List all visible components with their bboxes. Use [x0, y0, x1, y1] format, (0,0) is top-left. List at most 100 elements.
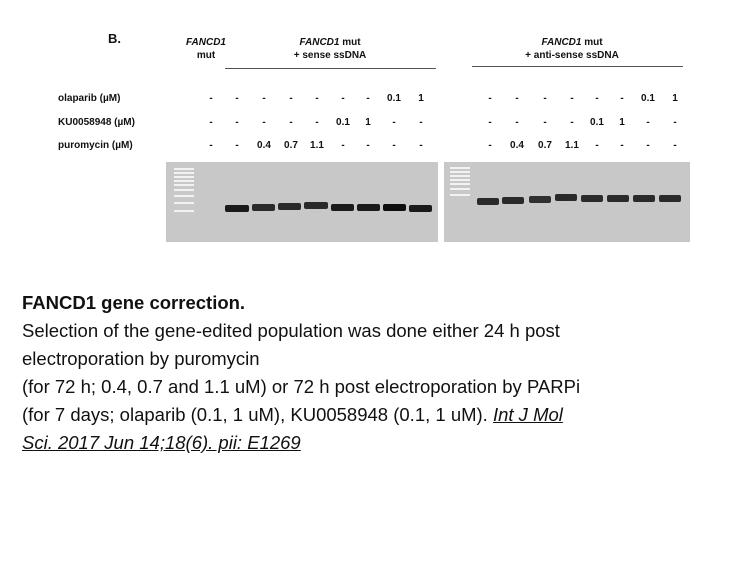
treatment-value: -	[392, 117, 396, 128]
dna-band	[409, 205, 432, 212]
caption-line: Sci. 2017 Jun 14;18(6). pii: E1269	[22, 429, 752, 457]
treatment-value: -	[488, 93, 492, 104]
treatment-value: -	[289, 117, 293, 128]
ladder-band	[450, 194, 470, 196]
ladder-band	[174, 168, 194, 170]
treatment-value: 0.1	[336, 117, 350, 128]
treatment-value: -	[366, 93, 370, 104]
treatment-value: -	[341, 93, 345, 104]
dna-band	[607, 195, 629, 202]
ladder-band	[174, 176, 194, 178]
gel-image-sense	[166, 162, 438, 242]
treatment-value: -	[235, 93, 239, 104]
treatment-value: -	[595, 140, 599, 151]
row-label-olaparib: olaparib (µM)	[58, 93, 121, 104]
ladder-band	[174, 189, 194, 191]
dna-band	[357, 204, 380, 211]
caption-line: (for 7 days; olaparib (0.1, 1 uM), KU005…	[22, 404, 563, 425]
treatment-value: 1	[418, 93, 424, 104]
caption-line: Selection of the gene-edited population …	[22, 320, 560, 341]
treatment-value: 0.7	[538, 140, 552, 151]
treatment-value: -	[341, 140, 345, 151]
treatment-value: -	[366, 140, 370, 151]
ladder-band	[174, 202, 194, 204]
treatment-value: -	[262, 117, 266, 128]
treatment-value: -	[315, 93, 319, 104]
treatment-value: -	[515, 93, 519, 104]
group-header-sense: FANCD1 mut + sense ssDNA	[293, 37, 367, 61]
treatment-value: -	[209, 140, 213, 151]
treatment-value: -	[570, 117, 574, 128]
dna-band	[477, 198, 499, 205]
dna-band	[555, 194, 577, 201]
treatment-value: 1	[365, 117, 371, 128]
ladder-band	[174, 172, 194, 174]
treatment-value: -	[646, 117, 650, 128]
treatment-value: -	[262, 93, 266, 104]
caption-title: FANCD1 gene correction.	[22, 292, 246, 313]
treatment-value: 1	[619, 117, 625, 128]
dna-band	[529, 196, 551, 203]
treatment-value: -	[673, 140, 677, 151]
citation-link[interactable]: Int J Mol	[492, 404, 563, 425]
treatment-value: -	[515, 117, 519, 128]
dna-band	[383, 204, 406, 211]
dna-band	[331, 204, 354, 211]
dna-band	[252, 204, 275, 211]
group-header-antisense: FANCD1 mut + anti-sense ssDNA	[525, 37, 619, 61]
group-divider-line	[472, 66, 683, 67]
dna-band	[659, 195, 681, 202]
caption-line: (for 72 h; 0.4, 0.7 and 1.1 uM) or 72 h …	[22, 376, 581, 397]
ladder-band	[450, 183, 470, 185]
treatment-value: 0.1	[590, 117, 604, 128]
treatment-value: -	[620, 93, 624, 104]
treatment-value: -	[488, 117, 492, 128]
dna-band	[225, 205, 249, 212]
panel-label: B.	[108, 31, 121, 46]
ladder-band	[450, 188, 470, 190]
dna-band	[278, 203, 301, 210]
treatment-value: -	[595, 93, 599, 104]
ladder-band	[450, 167, 470, 169]
treatment-value: -	[646, 140, 650, 151]
group-header-mut: FANCD1 mut	[185, 37, 226, 61]
treatment-value: 1.1	[565, 140, 579, 151]
row-label-puromycin: puromycin (µM)	[58, 140, 133, 151]
dna-band	[304, 202, 328, 209]
ladder-band	[174, 210, 194, 212]
ladder-band	[450, 175, 470, 177]
row-label-ku0058948: KU0058948 (µM)	[58, 117, 135, 128]
treatment-value: -	[209, 117, 213, 128]
group-divider-line	[225, 68, 436, 69]
treatment-value: -	[419, 117, 423, 128]
treatment-value: 0.4	[510, 140, 524, 151]
ladder-band	[450, 179, 470, 181]
treatment-value: -	[209, 93, 213, 104]
treatment-value: 0.4	[257, 140, 271, 151]
treatment-value: -	[570, 93, 574, 104]
ladder-band	[174, 184, 194, 186]
treatment-value: 0.7	[284, 140, 298, 151]
dna-band	[581, 195, 603, 202]
treatment-value: -	[392, 140, 396, 151]
figure-caption: FANCD1 gene correction. Selection of the…	[22, 289, 752, 457]
treatment-value: -	[315, 117, 319, 128]
treatment-value: -	[488, 140, 492, 151]
treatment-value: -	[543, 93, 547, 104]
dna-band	[502, 197, 524, 204]
treatment-value: -	[673, 117, 677, 128]
ladder-band	[174, 195, 194, 197]
treatment-value: 0.1	[641, 93, 655, 104]
ladder-band	[174, 180, 194, 182]
treatment-value: -	[235, 140, 239, 151]
treatment-value: 1	[672, 93, 678, 104]
treatment-value: -	[235, 117, 239, 128]
ladder-band	[450, 171, 470, 173]
treatment-value: -	[419, 140, 423, 151]
caption-line: electroporation by puromycin	[22, 348, 260, 369]
citation-link[interactable]: Sci. 2017 Jun 14;18(6). pii: E1269	[22, 432, 301, 453]
dna-band	[633, 195, 655, 202]
treatment-value: -	[543, 117, 547, 128]
treatment-value: 0.1	[387, 93, 401, 104]
treatment-value: -	[620, 140, 624, 151]
